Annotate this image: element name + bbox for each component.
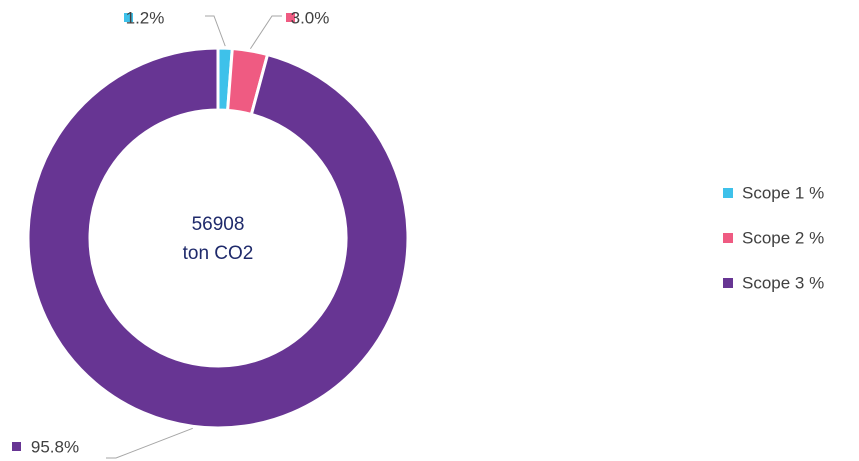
donut-segment xyxy=(26,46,410,430)
data-label: 1.2% xyxy=(126,8,165,27)
center-unit: ton CO2 xyxy=(183,243,254,264)
legend-label: Scope 2 % xyxy=(742,228,824,247)
label-marker xyxy=(286,13,295,22)
leader-line xyxy=(106,427,193,459)
legend-swatch xyxy=(723,188,733,198)
legend-swatch xyxy=(723,278,733,288)
leader-line xyxy=(249,15,282,50)
legend-label: Scope 1 % xyxy=(742,183,824,202)
center-value: 56908 xyxy=(192,214,245,235)
label-marker xyxy=(12,442,21,451)
legend-swatch xyxy=(723,233,733,243)
data-label: 3.0% xyxy=(291,8,330,27)
legend-label: Scope 3 % xyxy=(742,273,824,292)
data-label: 95.8% xyxy=(31,437,79,456)
label-marker xyxy=(124,13,133,22)
leader-line xyxy=(205,15,226,47)
